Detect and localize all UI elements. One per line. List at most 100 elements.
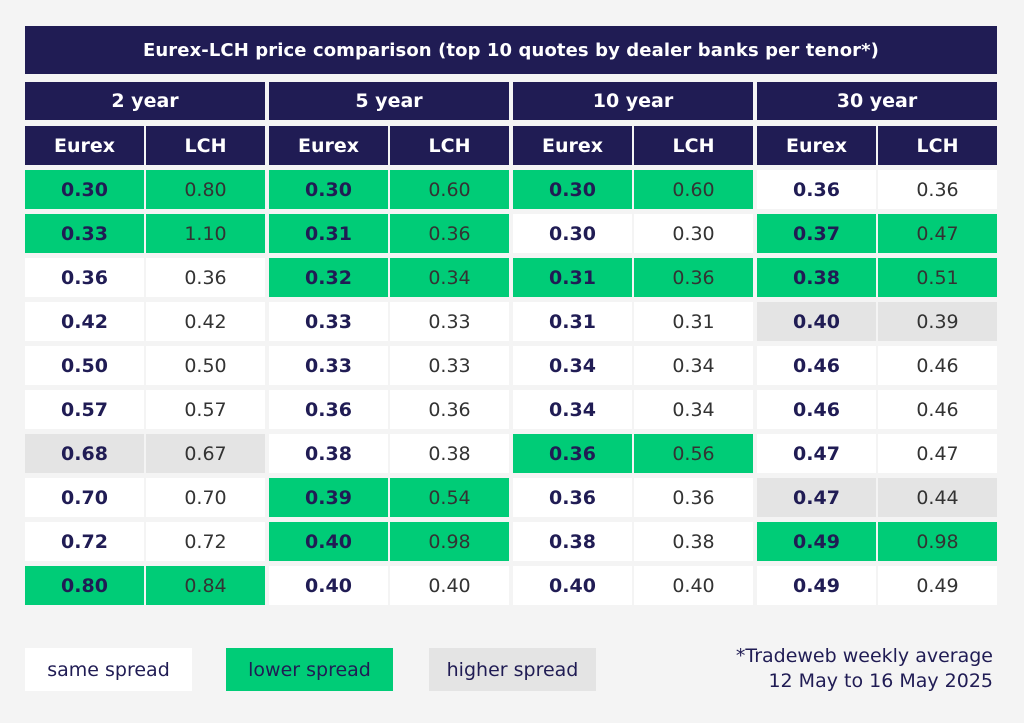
footnote-date-range: 12 May to 16 May 2025 (768, 670, 993, 692)
eurex-quote-cell: 0.40 (269, 566, 388, 605)
quote-pair: 0.30 0.60 (269, 170, 509, 209)
eurex-quote-cell: 0.32 (269, 258, 388, 297)
table-row: 0.57 0.57 0.36 0.36 0.34 0.34 0.46 0.46 (25, 390, 997, 429)
eurex-quote-cell: 0.47 (757, 478, 876, 517)
eurex-quote-cell: 0.38 (757, 258, 876, 297)
lch-quote-cell: 1.10 (146, 214, 265, 253)
table-row: 0.70 0.70 0.39 0.54 0.36 0.36 0.47 0.44 (25, 478, 997, 517)
quote-pair: 0.49 0.98 (757, 522, 997, 561)
lch-quote-cell: 0.36 (146, 258, 265, 297)
lch-quote-cell: 0.38 (634, 522, 753, 561)
venue-header-row: Eurex LCH Eurex LCH Eurex LCH Eurex LCH (25, 126, 997, 165)
table-row: 0.80 0.84 0.40 0.40 0.40 0.40 0.49 0.49 (25, 566, 997, 605)
quote-pair: 0.38 0.38 (513, 522, 753, 561)
quote-pair: 0.36 0.36 (25, 258, 265, 297)
lch-quote-cell: 0.46 (878, 346, 997, 385)
table-row: 0.33 1.10 0.31 0.36 0.30 0.30 0.37 0.47 (25, 214, 997, 253)
eurex-quote-cell: 0.42 (25, 302, 144, 341)
lch-quote-cell: 0.70 (146, 478, 265, 517)
price-comparison-table: 2 year 5 year 10 year 30 year Eurex LCH Eurex… (25, 82, 997, 605)
eurex-quote-cell: 0.40 (513, 566, 632, 605)
eurex-quote-cell: 0.57 (25, 390, 144, 429)
table-row: 0.42 0.42 0.33 0.33 0.31 0.31 0.40 0.39 (25, 302, 997, 341)
quote-pair: 0.47 0.47 (757, 434, 997, 473)
quote-pair: 0.40 0.40 (513, 566, 753, 605)
lch-quote-cell: 0.33 (390, 346, 509, 385)
eurex-quote-cell: 0.39 (269, 478, 388, 517)
quote-pair: 0.47 0.44 (757, 478, 997, 517)
lch-quote-cell: 0.30 (634, 214, 753, 253)
tenor-header-row: 2 year 5 year 10 year 30 year (25, 82, 997, 120)
eurex-quote-cell: 0.36 (25, 258, 144, 297)
lch-quote-cell: 0.36 (634, 478, 753, 517)
eurex-quote-cell: 0.49 (757, 522, 876, 561)
venue-header-pair-2-year: Eurex LCH (25, 126, 265, 165)
quote-pair: 0.36 0.36 (757, 170, 997, 209)
table-body: 0.30 0.80 0.30 0.60 0.30 0.60 0.36 0.36 0.33 1.10… (25, 170, 997, 605)
table-title: Eurex-LCH price comparison (top 10 quote… (25, 26, 997, 74)
eurex-quote-cell: 0.72 (25, 522, 144, 561)
lch-quote-cell: 0.36 (390, 214, 509, 253)
eurex-quote-cell: 0.34 (513, 390, 632, 429)
lch-quote-cell: 0.46 (878, 390, 997, 429)
tenor-header-30-year: 30 year (757, 82, 997, 120)
eurex-quote-cell: 0.80 (25, 566, 144, 605)
eurex-quote-cell: 0.36 (513, 478, 632, 517)
lch-quote-cell: 0.40 (634, 566, 753, 605)
eurex-quote-cell: 0.33 (269, 346, 388, 385)
tenor-header-2-year: 2 year (25, 82, 265, 120)
column-header-eurex: Eurex (269, 126, 388, 165)
tenor-header-5-year: 5 year (269, 82, 509, 120)
eurex-quote-cell: 0.50 (25, 346, 144, 385)
quote-pair: 0.30 0.60 (513, 170, 753, 209)
quote-pair: 0.70 0.70 (25, 478, 265, 517)
eurex-quote-cell: 0.36 (513, 434, 632, 473)
lch-quote-cell: 0.47 (878, 214, 997, 253)
lch-quote-cell: 0.40 (390, 566, 509, 605)
lch-quote-cell: 0.44 (878, 478, 997, 517)
quote-pair: 0.72 0.72 (25, 522, 265, 561)
quote-pair: 0.30 0.30 (513, 214, 753, 253)
eurex-quote-cell: 0.33 (25, 214, 144, 253)
column-header-lch: LCH (878, 126, 997, 165)
venue-header-pair-5-year: Eurex LCH (269, 126, 509, 165)
eurex-quote-cell: 0.37 (757, 214, 876, 253)
eurex-quote-cell: 0.70 (25, 478, 144, 517)
quote-pair: 0.46 0.46 (757, 390, 997, 429)
eurex-quote-cell: 0.40 (757, 302, 876, 341)
lch-quote-cell: 0.98 (878, 522, 997, 561)
quote-pair: 0.42 0.42 (25, 302, 265, 341)
eurex-quote-cell: 0.36 (269, 390, 388, 429)
lch-quote-cell: 0.67 (146, 434, 265, 473)
lch-quote-cell: 0.38 (390, 434, 509, 473)
quote-pair: 0.31 0.36 (269, 214, 509, 253)
quote-pair: 0.36 0.56 (513, 434, 753, 473)
quote-pair: 0.32 0.34 (269, 258, 509, 297)
lch-quote-cell: 0.56 (634, 434, 753, 473)
lch-quote-cell: 0.36 (390, 390, 509, 429)
legend-lower-spread: lower spread (226, 648, 393, 691)
lch-quote-cell: 0.57 (146, 390, 265, 429)
lch-quote-cell: 0.39 (878, 302, 997, 341)
quote-pair: 0.50 0.50 (25, 346, 265, 385)
quote-pair: 0.34 0.34 (513, 346, 753, 385)
column-header-eurex: Eurex (757, 126, 876, 165)
venue-header-pair-10-year: Eurex LCH (513, 126, 753, 165)
footnote: *Tradeweb weekly average 12 May to 16 Ma… (736, 644, 993, 694)
legend-same-spread: same spread (25, 648, 192, 691)
lch-quote-cell: 0.31 (634, 302, 753, 341)
tenor-header-10-year: 10 year (513, 82, 753, 120)
eurex-quote-cell: 0.47 (757, 434, 876, 473)
quote-pair: 0.37 0.47 (757, 214, 997, 253)
eurex-quote-cell: 0.31 (513, 258, 632, 297)
quote-pair: 0.36 0.36 (269, 390, 509, 429)
eurex-quote-cell: 0.36 (757, 170, 876, 209)
lch-quote-cell: 0.84 (146, 566, 265, 605)
lch-quote-cell: 0.60 (390, 170, 509, 209)
quote-pair: 0.57 0.57 (25, 390, 265, 429)
column-header-eurex: Eurex (513, 126, 632, 165)
quote-pair: 0.31 0.31 (513, 302, 753, 341)
lch-quote-cell: 0.36 (878, 170, 997, 209)
eurex-quote-cell: 0.49 (757, 566, 876, 605)
eurex-quote-cell: 0.30 (513, 170, 632, 209)
